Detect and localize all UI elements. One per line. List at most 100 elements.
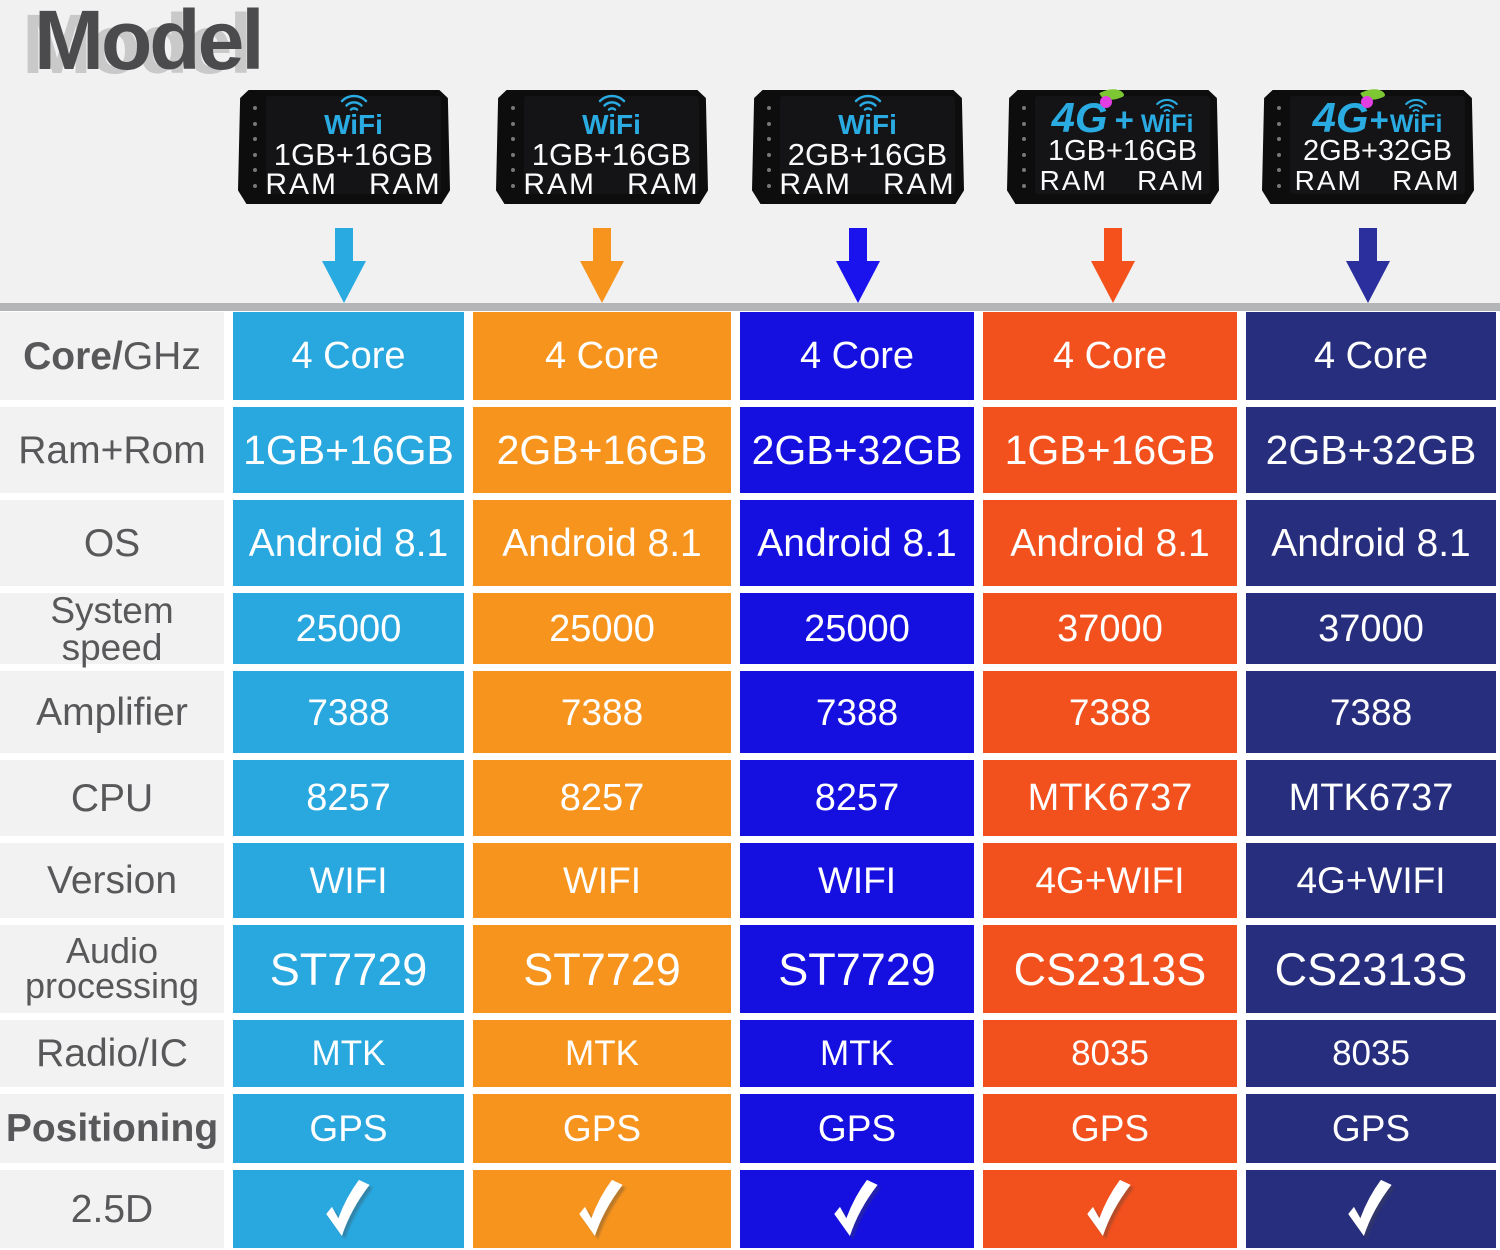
row-label-line: Version [46,859,178,902]
device-screen: 4G + WiFi 2GB+32GB RAM RAM [1290,84,1465,196]
table-cell: Android 8.1 [740,500,974,586]
down-arrow [836,228,880,303]
ram-sub-label: RAM RAM [1294,164,1461,196]
table-cell: GPS [1246,1094,1496,1163]
row-label: OS [0,500,224,586]
table-cell: GPS [740,1094,974,1163]
wifi-block: WiFi [1390,95,1442,137]
row-label-line: Core/GHz [23,334,201,378]
table-cell: MTK6737 [1246,760,1496,836]
device-screen: 4G + WiFi 1GB+16GB RAM RAM [1035,84,1210,196]
plus-sign: + [1369,101,1389,139]
ram-sub-label: RAM RAM [1039,164,1206,196]
row-label-line: Radio/IC [36,1032,188,1075]
table-cell: WIFI [473,843,731,918]
table-cell: GPS [473,1094,731,1163]
row-label: Core/GHz [0,312,224,400]
ram-label: 2GB+32GB [1302,135,1453,168]
table-cell [1246,1170,1496,1248]
check-icon [579,1179,623,1237]
row-label: Radio/IC [0,1020,224,1087]
check-icon [1348,1179,1392,1237]
spec-table: Core/GHz 4 Core 4 Core 4 Core 4 Core 4 C… [0,312,1496,1248]
table-cell: 25000 [740,593,974,664]
wifi-icon [1156,99,1178,113]
down-arrow [1346,228,1390,303]
row-label: System speed [0,589,224,668]
device-screen: WiFi 1GB+16GB RAM RAM [265,94,441,200]
magenta-dot-icon [1360,96,1373,109]
plus-sign: + [1114,101,1134,139]
row-label-line: CPU [70,776,154,820]
divider-bar [0,303,1500,311]
table-cell: 7388 [233,671,464,753]
ram-label: 2GB+16GB [787,136,948,172]
ram-label: 1GB+16GB [531,136,692,172]
wifi-block: WiFi [1140,95,1194,139]
table-cell: 8035 [983,1020,1237,1087]
page-title: Model [34,0,265,87]
check-icon [834,1179,878,1237]
device-buttons [1020,106,1028,188]
table-cell: GPS [983,1094,1237,1163]
table-cell: 8257 [473,760,731,836]
down-arrow [322,228,366,303]
table-cell: 4 Core [983,312,1237,400]
table-cell: Android 8.1 [983,500,1237,586]
table-cell: CS2313S [1246,925,1496,1013]
row-label-line: System speed [50,589,174,668]
table-cell: 37000 [1246,593,1496,664]
product-card-5: 4G + WiFi 2GB+32GB RAM RAM [1262,84,1474,204]
table-cell: 2GB+32GB [1246,407,1496,493]
table-cell: 7388 [473,671,731,753]
table-cell: 8257 [233,760,464,836]
table-cell: MTK [233,1020,464,1087]
table-cell: MTK [740,1020,974,1087]
table-cell: 4G+WIFI [1246,843,1496,918]
table-cell: 4 Core [473,312,731,400]
4g-logo: 4G [1052,84,1125,139]
product-card-4: 4G + WiFi 1GB+16GB RAM RAM [1007,84,1219,204]
table-cell: 2GB+32GB [740,407,974,493]
ram-label: 1GB+16GB [273,136,434,172]
row-label: Positioning [0,1094,224,1163]
table-cell: WIFI [233,843,464,918]
product-card-3: WiFi 2GB+16GB RAM RAM [752,90,964,204]
row-label-line: Ram+Rom [18,428,206,472]
table-cell: 4G+WIFI [983,843,1237,918]
table-cell: Android 8.1 [473,500,731,586]
check-icon [1087,1179,1131,1237]
table-cell: 8257 [740,760,974,836]
product-card-1: WiFi 1GB+16GB RAM RAM [238,90,450,204]
device-buttons [1275,106,1283,188]
table-cell: 25000 [473,593,731,664]
table-cell: 1GB+16GB [983,407,1237,493]
header: Model WiFi 1GB+16GB RAM RAM WiFi 1 [0,0,1500,303]
table-cell: 7388 [740,671,974,753]
table-cell: CS2313S [983,925,1237,1013]
table-cell: Android 8.1 [1246,500,1496,586]
wifi-label: WiFi [1140,110,1194,139]
row-label-line: Positioning [5,1107,219,1150]
device-buttons [509,106,517,188]
device-buttons [765,106,773,188]
table-cell: MTK6737 [983,760,1237,836]
ram-sub-label: RAM RAM [265,168,442,202]
table-cell: GPS [233,1094,464,1163]
4g-logo: 4G [1313,84,1386,139]
magenta-dot-icon [1099,96,1112,109]
table-cell: 8035 [1246,1020,1496,1087]
table-cell: 4 Core [233,312,464,400]
table-cell [473,1170,731,1248]
table-cell: ST7729 [473,925,731,1013]
row-label: CPU [0,760,224,836]
table-cell: 4 Core [1246,312,1496,400]
row-label: Version [0,843,224,918]
table-cell: 1GB+16GB [233,407,464,493]
product-card-2: WiFi 1GB+16GB RAM RAM [496,90,708,204]
row-label: Ram+Rom [0,407,224,493]
device-screen: WiFi 2GB+16GB RAM RAM [779,94,955,200]
wifi-icon [1405,99,1427,113]
down-arrow [1091,228,1135,303]
